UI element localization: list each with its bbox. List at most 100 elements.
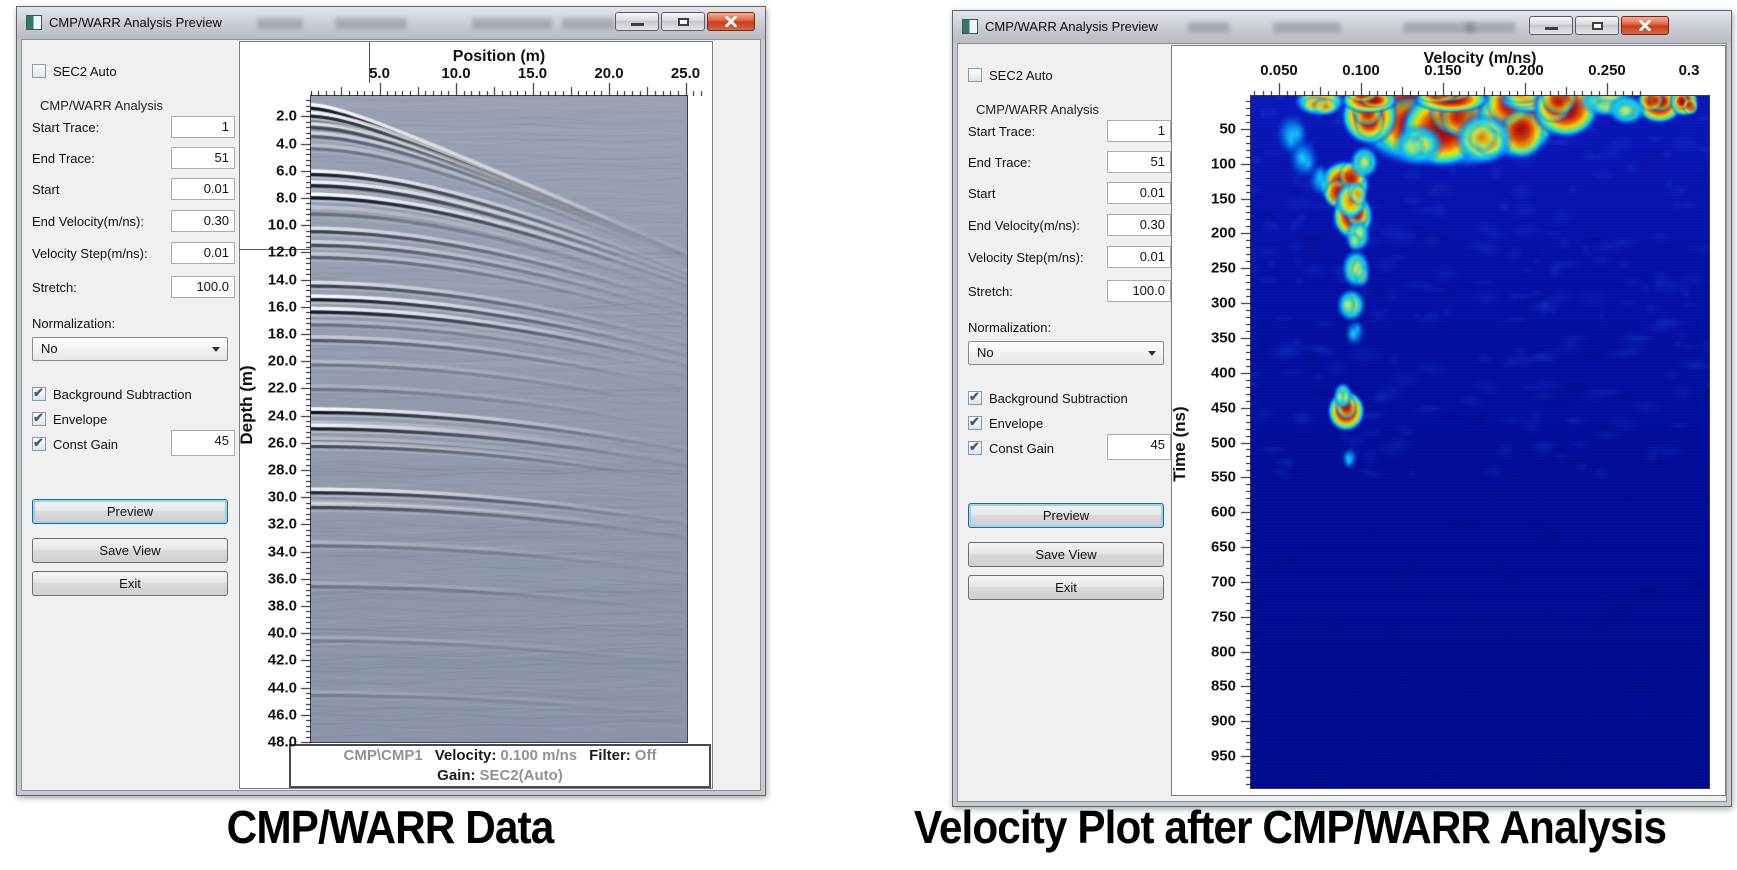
stretch-input[interactable]: 100.0 [171,276,235,298]
maximize-button[interactable] [1575,16,1619,35]
left-caption: CMP/WARR Data [226,801,555,853]
envelope-checkbox[interactable] [32,410,46,426]
y-tick-label: 34.0 [267,543,297,561]
titlebar[interactable]: CMP/WARR Analysis Preview [953,11,1731,43]
y-tick-label: 30.0 [267,488,297,506]
y-tick-label: 300 [1210,294,1236,312]
y-tick-label: 40.0 [267,624,297,642]
minimize-button[interactable] [1529,16,1573,35]
checkbox-label: Envelope [989,415,1044,431]
y-tick-label: 48.0 [267,733,297,751]
control-panel: SEC2 Auto CMP/WARR Analysis Start Trace:… [958,44,1175,801]
exit-button[interactable]: Exit [32,571,228,596]
y-tick-label: 100 [1210,155,1236,173]
start-velocity-input[interactable]: 0.01 [1107,182,1171,204]
titlebar[interactable]: CMP/WARR Analysis Preview [17,7,765,39]
field-label: Velocity Step(m/ns): [968,250,1084,265]
maximize-button[interactable] [661,12,705,31]
preview-button[interactable]: Preview [968,503,1164,528]
y-tick-label: 350 [1210,329,1236,347]
envelope-checkbox[interactable] [968,414,982,430]
group-label: CMP/WARR Analysis [976,102,1100,117]
const-gain-input[interactable]: 45 [171,430,235,456]
const-gain-checkbox[interactable] [32,435,46,451]
start-velocity-input[interactable]: 0.01 [171,178,235,200]
gain-value: SEC2(Auto) [479,767,563,784]
checkbox-label: Background Subtraction [53,386,192,402]
app-icon [962,19,978,34]
cmp-radargram-image[interactable] [310,95,688,743]
envelope-option[interactable]: Envelope [32,410,107,428]
const-gain-option[interactable]: Const Gain 45 [32,430,236,456]
background-subtraction-option[interactable]: Background Subtraction [32,385,192,403]
velocity-step-input[interactable]: 0.01 [1107,246,1171,268]
axis-break-line [239,249,311,250]
envelope-option[interactable]: Envelope [968,414,1043,432]
x-tick-label: 0.050 [1260,62,1298,79]
y-axis-title: Time (ns) [1170,406,1189,482]
sec2-auto-checkbox[interactable] [32,64,46,78]
titlebar-ghost [335,18,407,29]
field-label: Start [968,186,996,201]
y-tick-label: 750 [1210,608,1236,626]
x-axis-title: Position (m) [452,48,546,65]
field-label: Start Trace: [32,120,100,135]
velocity-step-input[interactable]: 0.01 [171,242,235,264]
sec2-auto-checkbox[interactable] [968,68,982,82]
minimize-icon [1544,27,1558,30]
y-axis-ruler [1239,96,1251,790]
titlebar-ghost [257,18,303,29]
field-label: Stretch: [968,284,1013,299]
const-gain-checkbox[interactable] [968,439,982,455]
y-tick-label: 14.0 [267,271,297,289]
minimize-button[interactable] [615,12,659,31]
background-subtraction-checkbox[interactable] [32,385,46,401]
close-button[interactable] [1621,16,1669,35]
y-tick-label: 200 [1210,224,1236,242]
checkbox-label: Envelope [53,411,108,427]
background-subtraction-option[interactable]: Background Subtraction [968,389,1128,407]
dataset-path: CMP\CMP1 [343,747,423,764]
preview-button[interactable]: Preview [32,499,228,524]
plot-area: Position (m) Depth (m) CMP\CMP1 Velocity… [22,40,760,790]
field-label: End Velocity(m/ns): [968,218,1080,233]
y-tick-label: 12.0 [267,243,297,261]
field-label: End Trace: [32,151,95,166]
velocity-heatmap-image[interactable] [1250,95,1710,789]
end-trace-input[interactable]: 51 [171,147,235,169]
normalization-value: No [977,345,994,360]
field-label: Stretch: [32,280,77,295]
const-gain-option[interactable]: Const Gain 45 [968,434,1172,460]
const-gain-input[interactable]: 45 [1107,434,1171,460]
field-label: End Velocity(m/ns): [32,214,144,229]
sec2-auto-option[interactable]: SEC2 Auto [968,66,1053,84]
x-tick-label: 0.100 [1342,62,1380,79]
status-bar: CMP\CMP1 Velocity: 0.100 m/ns Filter: Of… [289,744,711,788]
y-tick-label: 900 [1210,712,1236,730]
maximize-icon [677,17,689,26]
stretch-input[interactable]: 100.0 [1107,280,1171,302]
y-tick-label: 500 [1210,434,1236,451]
save-view-button[interactable]: Save View [968,542,1164,567]
minimize-icon [630,23,644,26]
end-velocity-input[interactable]: 0.30 [171,210,235,232]
start-trace-input[interactable]: 1 [171,116,235,138]
x-axis-ruler [311,83,705,96]
right-caption: Velocity Plot after CMP/WARR Analysis [913,801,1667,853]
start-trace-input[interactable]: 1 [1107,120,1171,142]
normalization-select[interactable]: No [32,337,228,361]
close-button[interactable] [707,12,755,31]
end-trace-input[interactable]: 51 [1107,151,1171,173]
end-velocity-input[interactable]: 0.30 [1107,214,1171,236]
checkbox-label: Const Gain [989,440,1055,456]
maximize-icon [1591,21,1603,30]
background-subtraction-checkbox[interactable] [968,389,982,405]
normalization-select[interactable]: No [968,341,1164,365]
chevron-down-icon [1148,351,1156,360]
sec2-auto-label: SEC2 Auto [53,63,117,79]
sec2-auto-option[interactable]: SEC2 Auto [32,62,117,80]
save-view-button[interactable]: Save View [32,538,228,563]
field-label: End Trace: [968,155,1031,170]
close-icon [1639,20,1651,31]
exit-button[interactable]: Exit [968,575,1164,600]
